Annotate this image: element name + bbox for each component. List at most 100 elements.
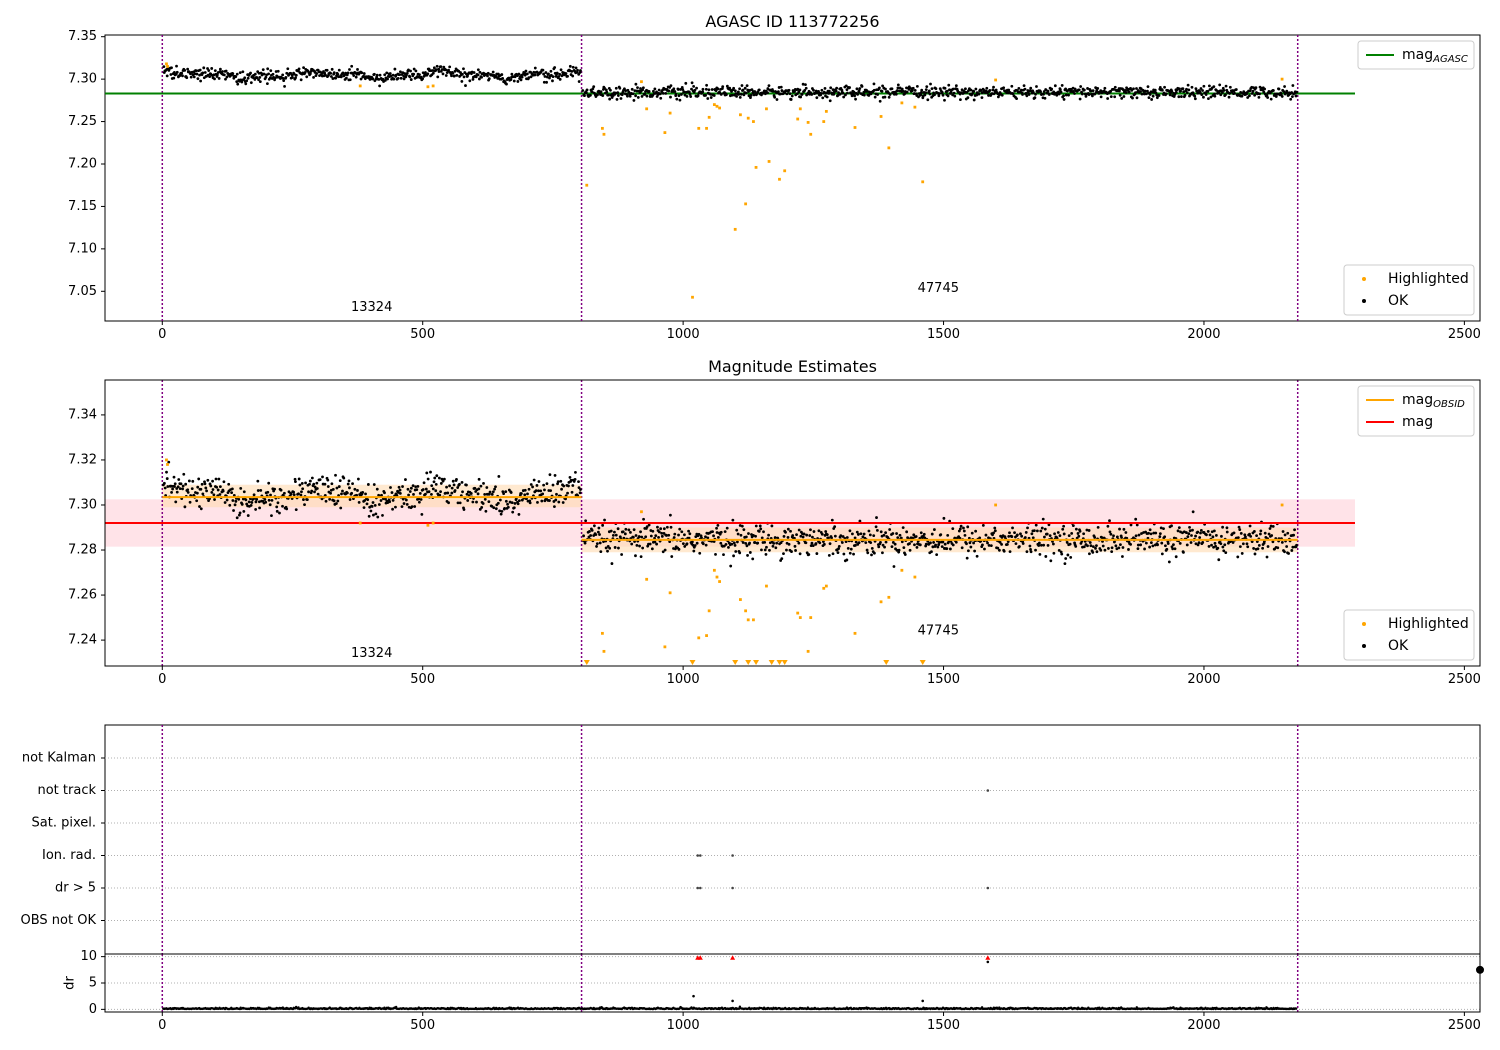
ok-point [945,547,949,551]
ok-point [162,65,166,69]
ok-point [573,478,577,481]
ok-point [1044,555,1048,558]
ok-point [787,88,791,92]
ok-point [987,94,990,97]
ok-point [598,541,602,545]
ok-point [247,500,251,504]
ok-point [1069,555,1073,559]
ok-point [171,487,175,491]
ok-point [1289,97,1293,101]
ok-point [1082,88,1086,92]
ok-point [924,91,928,95]
ok-point [1132,87,1135,91]
ok-point [697,532,701,536]
ok-point [340,492,343,496]
ok-point [236,82,240,86]
ok-point [764,552,768,556]
ok-point [1021,93,1024,96]
ok-point [450,74,453,78]
ok-point [1286,531,1290,535]
ok-point [297,477,301,481]
ok-point [1099,548,1103,552]
ok-point [253,72,257,76]
ok-point [339,75,343,79]
ok-point [1227,95,1231,99]
ok-point [245,79,249,83]
ok-point [1232,531,1236,535]
highlighted-point [746,618,750,622]
ok-point [940,90,944,94]
ok-point [315,72,319,75]
ok-point [527,487,531,491]
highlighted-point [707,115,711,119]
ok-point [335,486,339,490]
ok-point [1010,84,1014,88]
ok-point [1268,527,1272,530]
ok-point [630,542,634,546]
ok-point [696,94,700,98]
ok-point [994,88,998,92]
ok-point [172,71,176,74]
ok-point [665,534,668,537]
ok-point [790,94,794,98]
highlighted-point [165,62,168,66]
ok-point [1209,95,1213,99]
ok-point [640,535,644,539]
ok-point [929,82,932,86]
ok-point [568,475,572,479]
ok-point [1189,541,1193,544]
ok-point [391,73,395,77]
ok-point [551,79,554,83]
ok-point [496,501,500,505]
highlighted-point [900,568,904,572]
ok-point [829,86,833,90]
ok-point [841,535,845,538]
highlighted-point [663,131,667,134]
ok-point [895,532,898,535]
ok-point [1287,552,1290,555]
ok-point [275,505,279,509]
ok-point [658,92,662,96]
ok-point [347,479,351,483]
ok-point [476,73,480,77]
highlighted-point [715,104,719,108]
ok-point [596,93,599,97]
ok-point [683,533,686,537]
ok-point [397,485,401,489]
ok-point [1207,84,1211,88]
ok-point [827,536,830,540]
ok-point [1167,560,1171,564]
ok-point [862,532,866,536]
ok-point [504,499,508,503]
ok-point [477,77,481,81]
ok-point [1024,531,1028,534]
ok-point [779,541,783,545]
ok-point [1219,542,1223,546]
ok-point [914,535,918,538]
ok-point [1178,541,1182,545]
ok-point [527,76,531,79]
ok-point [1190,85,1194,89]
ok-point [1106,524,1110,528]
ok-point [163,486,167,490]
ok-point [389,486,392,489]
ok-point [232,493,236,497]
ok-point [1041,517,1045,521]
highlighted-point [913,575,917,579]
ok-point [892,565,896,568]
ok-point [1107,547,1110,550]
ok-point [282,79,286,82]
ok-point [753,90,757,93]
ok-point [373,503,377,507]
ok-point [690,81,694,85]
ok-point [1269,524,1273,528]
ok-point [286,67,290,71]
ok-point [687,536,691,540]
ok-point [250,501,254,504]
highlighted-point [744,609,748,613]
ok-point [583,541,587,545]
ok-point [258,75,262,79]
ok-point [870,546,874,550]
ok-point [774,546,778,550]
ok-point [235,516,239,520]
